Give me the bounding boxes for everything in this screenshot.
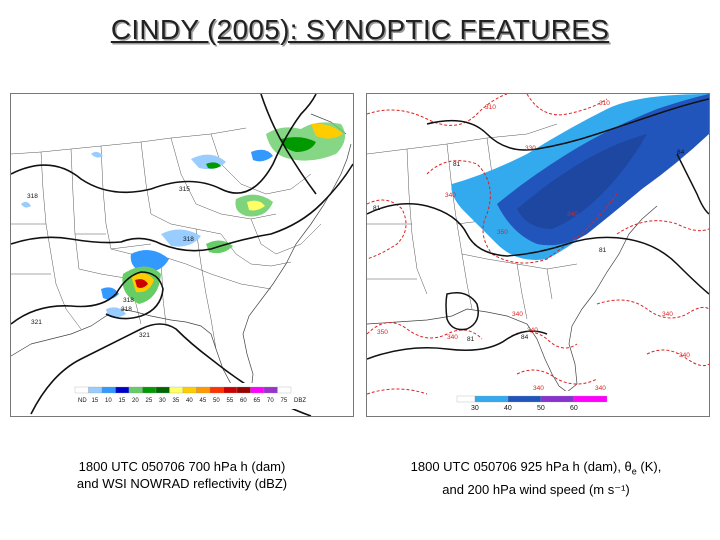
right-caption-line2: and 200 hPa wind speed (m s⁻¹) xyxy=(442,481,630,497)
height-label: 81 xyxy=(373,205,381,212)
left-map-panel: 318 315 318 321 321 318 318 ND 15 10 15 20 25… xyxy=(10,93,354,417)
theta-label: 310 xyxy=(485,104,496,111)
theta-label: 340 xyxy=(447,334,458,341)
contour-label: 318 xyxy=(27,193,38,200)
colorbar-label: 15 xyxy=(119,398,126,404)
height-label: 81 xyxy=(599,247,607,254)
contour-label: 315 xyxy=(179,186,190,193)
colorbar-swatch xyxy=(169,386,184,394)
right-map-panel: 81 81 81 84 81 84 310 310 330 340 350 34… xyxy=(366,93,710,417)
wind-speed-colorbar: 30 40 50 60 xyxy=(456,391,627,413)
theta-label: 340 xyxy=(445,192,456,199)
right-caption-line1-end: (K), xyxy=(636,459,662,474)
height-label: 84 xyxy=(677,149,685,156)
contour-label: 318 xyxy=(121,306,132,313)
colorbar-label: 30 xyxy=(159,398,166,404)
theta-label: 340 xyxy=(662,311,673,318)
colorbar-swatch xyxy=(74,386,89,394)
colorbar-swatch xyxy=(507,395,542,403)
left-caption: 1800 UTC 050706 700 hPa h (dam) and WSI … xyxy=(12,458,352,492)
theta-label: 340 xyxy=(512,311,523,318)
colorbar-swatch xyxy=(142,386,157,394)
theta-label: 350 xyxy=(497,229,508,236)
colorbar-label: 50 xyxy=(537,405,545,412)
theta-label: 310 xyxy=(599,100,610,107)
left-caption-line1: 1800 UTC 050706 700 hPa h (dam) xyxy=(78,459,286,474)
colorbar-label: DBZ xyxy=(294,398,306,404)
colorbar-swatch xyxy=(101,386,116,394)
right-caption-line1-main: 1800 UTC 050706 925 hPa h (dam), θ xyxy=(410,459,632,474)
colorbar-swatch xyxy=(250,386,265,394)
theta-label: 330 xyxy=(525,145,536,152)
height-label: 81 xyxy=(453,161,461,168)
right-height-contours xyxy=(367,98,709,360)
colorbar-label: 20 xyxy=(132,398,139,404)
colorbar-label: 25 xyxy=(146,398,153,404)
colorbar-label: 50 xyxy=(213,398,220,404)
colorbar-label: ND xyxy=(78,398,87,404)
colorbar-swatch xyxy=(196,386,211,394)
colorbar-swatch xyxy=(128,386,143,394)
colorbar-swatch xyxy=(236,386,251,394)
left-contour-labels: 318 315 318 321 321 318 318 xyxy=(27,186,194,339)
colorbar-label: 10 xyxy=(105,398,112,404)
colorbar-label: 55 xyxy=(227,398,234,404)
reflectivity-colorbar: ND 15 10 15 20 25 30 35 40 45 50 55 60 65 70 75 DBZ xyxy=(71,383,311,409)
colorbar-label: 40 xyxy=(504,405,512,412)
right-coastline xyxy=(367,205,658,393)
colorbar-swatch xyxy=(474,395,509,403)
colorbar-swatch xyxy=(263,386,278,394)
colorbar-swatch xyxy=(209,386,224,394)
right-theta-labels: 310 310 330 340 350 340 350 340 340 350 … xyxy=(377,100,690,392)
reflectivity-echoes xyxy=(21,122,345,318)
colorbar-label: 40 xyxy=(186,398,193,404)
colorbar-swatch xyxy=(182,386,197,394)
contour-label: 318 xyxy=(183,236,194,243)
contour-label: 318 xyxy=(123,297,134,304)
height-label: 84 xyxy=(521,334,529,341)
theta-label: 350 xyxy=(377,329,388,336)
colorbar-swatch xyxy=(223,386,238,394)
theta-label: 340 xyxy=(533,385,544,392)
colorbar-label: 30 xyxy=(471,405,479,412)
theta-label: 340 xyxy=(527,327,538,334)
colorbar-label: 15 xyxy=(92,398,99,404)
theta-label: 340 xyxy=(679,352,690,359)
slide-title: CINDY (2005): SYNOPTIC FEATURES xyxy=(110,14,610,45)
right-caption-subscript: e xyxy=(631,466,637,477)
colorbar-swatch xyxy=(540,395,575,403)
contour-label: 321 xyxy=(31,319,42,326)
colorbar-swatch xyxy=(456,395,476,403)
colorbar-swatch xyxy=(88,386,103,394)
right-caption-line1: 1800 UTC 050706 925 hPa h (dam), θe (K), xyxy=(366,458,706,481)
colorbar-swatch xyxy=(573,395,608,403)
colorbar-swatch xyxy=(155,386,170,394)
left-caption-line2: and WSI NOWRAD reflectivity (dBZ) xyxy=(76,476,288,491)
colorbar-label: 60 xyxy=(570,405,578,412)
theta-label: 340 xyxy=(595,385,606,392)
right-caption: 1800 UTC 050706 925 hPa h (dam), θe (K),… xyxy=(366,458,706,498)
contour-label: 321 xyxy=(139,332,150,339)
colorbar-label: 65 xyxy=(254,398,261,404)
wind-speed-shading xyxy=(451,94,709,260)
colorbar-label: 35 xyxy=(173,398,180,404)
colorbar-label: 75 xyxy=(281,398,288,404)
theta-label: 340 xyxy=(567,211,578,218)
right-map: 81 81 81 84 81 84 310 310 330 340 350 34… xyxy=(367,94,709,413)
theta-e-contours xyxy=(367,94,709,395)
colorbar-swatch xyxy=(115,386,130,394)
height-label: 81 xyxy=(467,336,475,343)
left-map: 318 315 318 321 321 318 318 ND 15 10 15 20 25… xyxy=(11,94,353,416)
colorbar-label: 70 xyxy=(267,398,274,404)
colorbar-swatch xyxy=(277,386,292,394)
colorbar-label: 60 xyxy=(240,398,247,404)
right-height-labels: 81 81 81 84 81 84 xyxy=(373,149,685,343)
colorbar-label: 45 xyxy=(200,398,207,404)
